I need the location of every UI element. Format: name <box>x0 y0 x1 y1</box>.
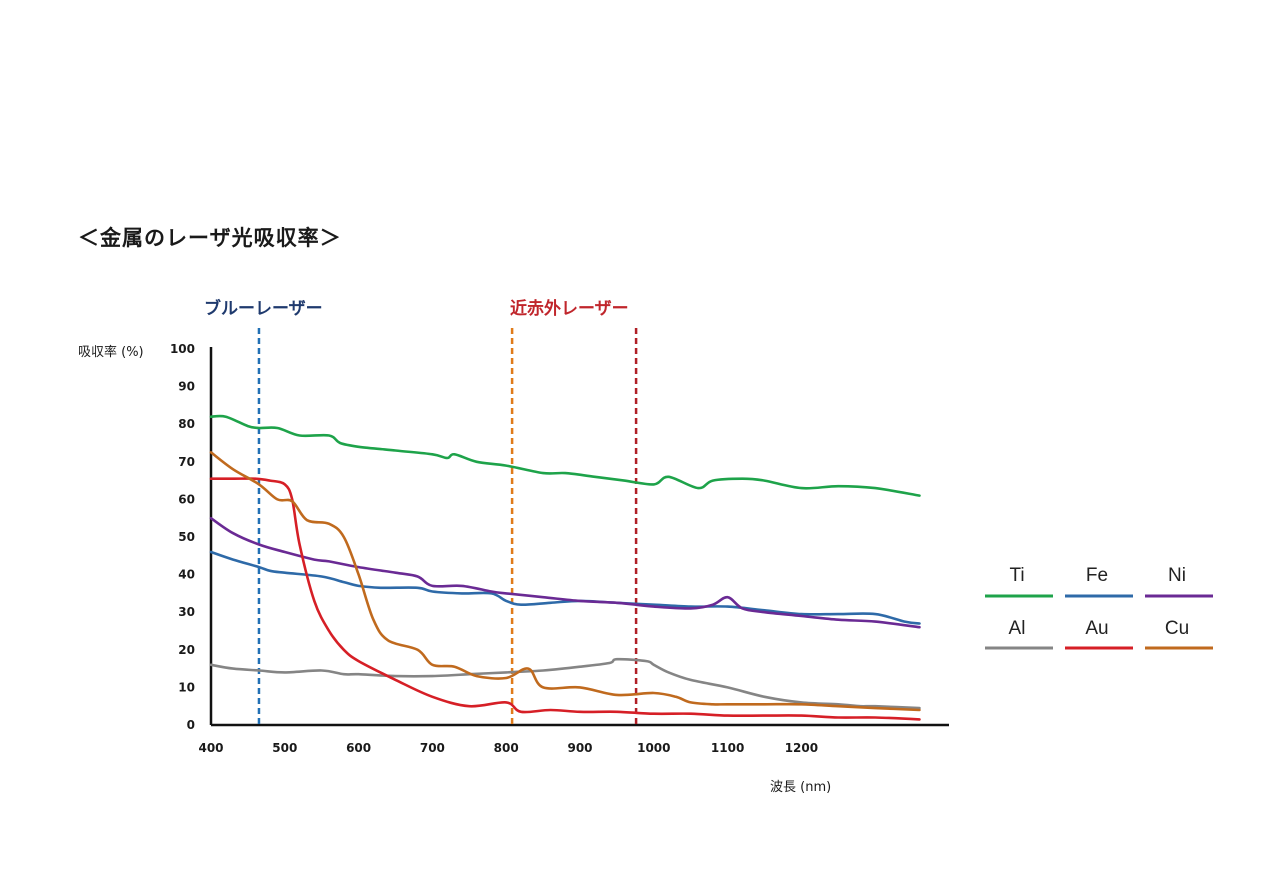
y-tick-label-0: 0 <box>187 718 195 732</box>
x-axis-label: 波長 (nm) <box>770 780 832 795</box>
series-line-ti <box>209 414 921 497</box>
legend-label-ni: Ni <box>1168 565 1186 586</box>
x-tick-label-1100: 1100 <box>711 741 744 755</box>
y-tick-label-20: 20 <box>178 643 195 657</box>
legend-label-au: Au <box>1085 618 1108 639</box>
x-tick-label-700: 700 <box>420 741 445 755</box>
y-tick-label-50: 50 <box>178 530 195 544</box>
series-line-cu <box>209 451 921 712</box>
x-tick-label-500: 500 <box>272 741 297 755</box>
x-tick-label-1000: 1000 <box>637 741 670 755</box>
series-line-fe <box>209 550 921 625</box>
x-tick-label-400: 400 <box>198 741 223 755</box>
y-tick-label-40: 40 <box>178 568 195 582</box>
near-infrared-laser-label: 近赤外レーザー <box>510 299 629 319</box>
y-axis-label: 吸収率 (%) <box>78 345 144 360</box>
legend-label-cu: Cu <box>1165 618 1189 639</box>
blue-laser-label: ブルーレーザー <box>204 299 323 319</box>
series-line-ni <box>209 516 921 629</box>
y-tick-label-90: 90 <box>178 380 195 394</box>
y-tick-label-80: 80 <box>178 417 195 431</box>
page-title: ＜金属のレーザ光吸収率＞ <box>78 226 342 250</box>
x-tick-label-800: 800 <box>494 741 519 755</box>
x-tick-label-1200: 1200 <box>785 741 818 755</box>
series-line-au <box>209 477 921 721</box>
y-tick-label-60: 60 <box>178 492 195 506</box>
x-tick-label-600: 600 <box>346 741 371 755</box>
y-tick-label-30: 30 <box>178 605 195 619</box>
legend-label-al: Al <box>1009 618 1026 639</box>
series-line-al <box>209 657 921 710</box>
y-tick-label-10: 10 <box>178 680 195 694</box>
y-tick-label-100: 100 <box>170 342 195 356</box>
legend-label-ti: Ti <box>1009 565 1024 586</box>
x-tick-label-900: 900 <box>567 741 592 755</box>
legend-label-fe: Fe <box>1086 565 1108 586</box>
y-tick-label-70: 70 <box>178 455 195 469</box>
